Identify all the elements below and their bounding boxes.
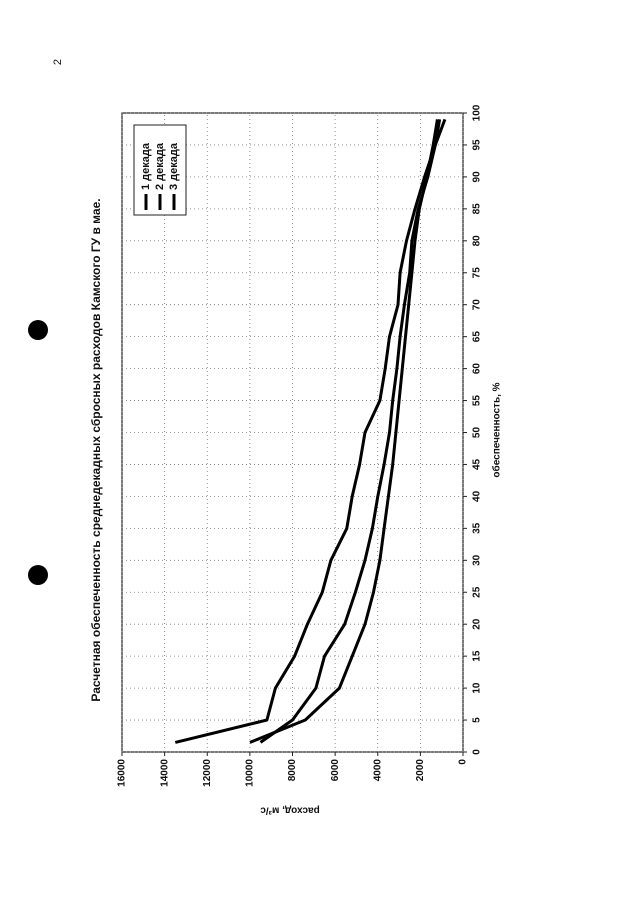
x-tick-label: 50	[472, 427, 483, 439]
series-line	[259, 119, 442, 744]
y-axis-title: расход, м³/с	[260, 804, 320, 815]
chart-title: Расчетная обеспеченность среднедекадных …	[89, 198, 103, 701]
y-tick-label: 16000	[117, 759, 128, 787]
page-number: 2	[52, 59, 64, 65]
x-tick-label: 35	[472, 522, 483, 534]
legend-label: 1 декада	[140, 142, 152, 190]
x-tick-label: 10	[472, 682, 483, 694]
x-tick-label: 60	[472, 363, 483, 375]
y-tick-label: 4000	[372, 759, 383, 782]
x-tick-label: 15	[472, 650, 483, 662]
x-tick-label: 0	[472, 749, 483, 755]
y-tick-label: 10000	[245, 759, 256, 787]
x-tick-label: 30	[472, 554, 483, 566]
y-tick-label: 2000	[415, 759, 426, 782]
y-tick-label: 12000	[202, 759, 213, 787]
x-tick-label: 5	[472, 717, 483, 723]
y-tick-label: 8000	[287, 759, 298, 782]
x-tick-label: 95	[472, 139, 483, 151]
series-line	[174, 118, 447, 744]
x-tick-label: 25	[472, 586, 483, 598]
x-axis-title: обеспеченность, %	[491, 382, 503, 477]
punch-hole	[28, 320, 48, 340]
x-tick-label: 100	[472, 104, 483, 121]
x-tick-label: 80	[472, 235, 483, 247]
legend-box	[133, 124, 187, 216]
x-tick-label: 65	[472, 331, 483, 343]
legend-label: 3 декада	[168, 142, 180, 190]
legend: 1 декада 2 декада 3 декада	[133, 124, 187, 216]
x-tick-label: 40	[472, 490, 483, 502]
y-tick-label: 6000	[330, 759, 341, 782]
chart: Расчетная обеспеченность среднедекадных …	[89, 104, 502, 815]
y-tick-label: 14000	[159, 759, 170, 787]
x-tick-label: 85	[472, 203, 483, 215]
series-line	[249, 119, 439, 744]
legend-label: 2 декада	[154, 142, 166, 190]
x-tick-label: 70	[472, 299, 483, 311]
y-tick-label: 0	[458, 759, 469, 765]
x-tick-label: 55	[472, 395, 483, 407]
x-tick-label: 90	[472, 171, 483, 183]
x-tick-label: 20	[472, 618, 483, 630]
punch-hole	[28, 565, 48, 585]
x-tick-label: 75	[472, 267, 483, 279]
x-tick-label: 45	[472, 458, 483, 470]
